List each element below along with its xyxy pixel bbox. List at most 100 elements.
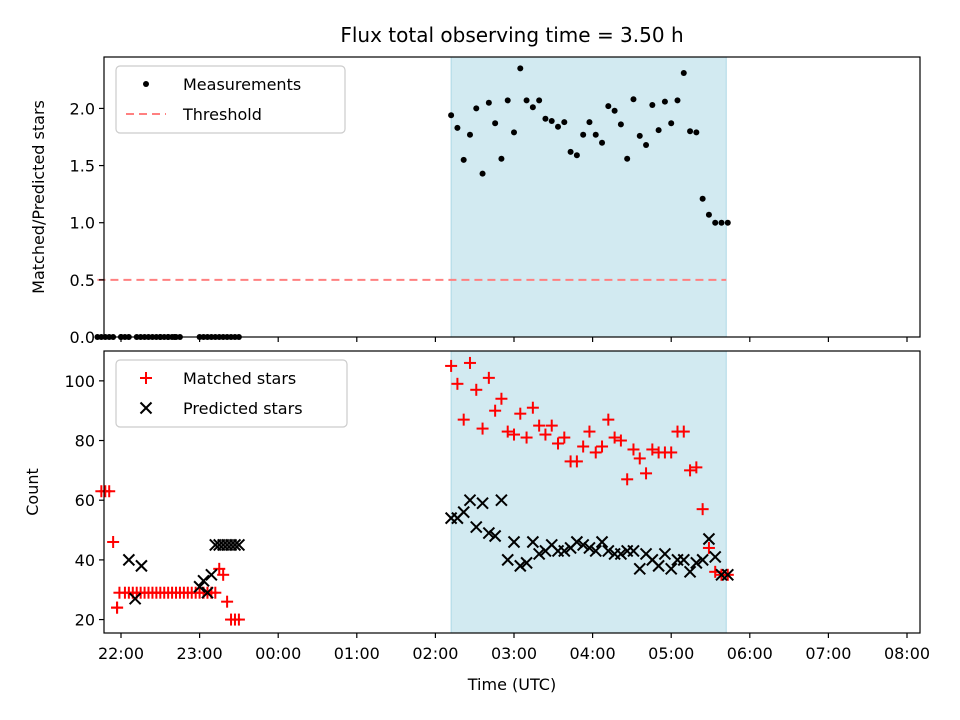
data-point xyxy=(507,535,521,549)
x-tick-label: 01:00 xyxy=(334,644,380,663)
legend-marker-dot xyxy=(143,81,149,87)
data-point xyxy=(536,97,543,104)
data-point xyxy=(103,485,116,498)
data-point xyxy=(668,120,675,127)
data-point xyxy=(586,119,593,126)
data-point xyxy=(627,443,640,456)
x-b xyxy=(589,544,602,558)
data-point xyxy=(611,107,618,114)
data-point xyxy=(677,553,690,567)
data-point xyxy=(107,535,120,548)
data-point xyxy=(201,586,214,599)
data-point xyxy=(643,142,650,148)
x-tick-label: 05:00 xyxy=(648,644,694,663)
data-point xyxy=(501,553,514,567)
x-b xyxy=(652,559,665,573)
data-point xyxy=(721,568,734,582)
legend-marker-x-b xyxy=(139,401,153,415)
x-b xyxy=(532,547,546,561)
x-b xyxy=(122,553,136,567)
data-point xyxy=(205,568,218,582)
data-point xyxy=(665,446,678,459)
data-point xyxy=(520,556,533,570)
x-b xyxy=(470,520,483,534)
data-point xyxy=(658,547,672,561)
x-b xyxy=(135,559,148,573)
data-point xyxy=(702,532,716,546)
data-point xyxy=(699,195,706,202)
data-point xyxy=(687,128,694,135)
data-point xyxy=(460,156,467,163)
data-point xyxy=(454,124,461,131)
data-point xyxy=(542,115,549,122)
panel-ratio: 0.0 0.5 1.0 1.5 2.0 Matched/Predicted stars Me… xyxy=(29,56,921,347)
data-point xyxy=(122,553,136,567)
data-point xyxy=(193,580,206,593)
data-point xyxy=(605,103,612,110)
x-b xyxy=(476,496,489,510)
data-point xyxy=(473,105,480,112)
y-axis-label: Matched/Predicted stars xyxy=(29,100,48,294)
x-tick-label: 23:00 xyxy=(177,644,223,663)
data-point xyxy=(680,70,687,76)
x-b xyxy=(128,592,142,605)
y-tick-label: 1.0 xyxy=(70,214,95,233)
x-b xyxy=(197,574,210,587)
data-point xyxy=(677,425,690,438)
x-b xyxy=(488,529,502,543)
data-point xyxy=(495,392,508,405)
y-tick-label: 40 xyxy=(75,551,95,570)
data-point xyxy=(492,120,499,127)
data-point xyxy=(523,97,530,104)
data-point xyxy=(470,383,483,396)
x-b xyxy=(501,553,514,567)
x-b xyxy=(633,562,646,576)
x-tick-label: 07:00 xyxy=(805,644,851,663)
data-point xyxy=(696,553,709,567)
data-point xyxy=(504,97,511,104)
x-b xyxy=(558,544,571,558)
data-point xyxy=(718,219,725,226)
data-point xyxy=(463,356,476,369)
data-point xyxy=(617,121,624,128)
x-b xyxy=(507,535,521,549)
x-b xyxy=(646,553,659,567)
x-b xyxy=(664,562,678,576)
x-b xyxy=(677,553,690,567)
data-point xyxy=(135,559,148,573)
data-point xyxy=(232,613,245,626)
y-tick-label: 1.5 xyxy=(70,157,95,176)
data-point xyxy=(690,556,703,570)
data-point xyxy=(573,152,580,159)
x-b xyxy=(690,556,703,570)
x-b xyxy=(545,538,558,552)
observing-span xyxy=(450,350,727,634)
data-point xyxy=(595,535,609,549)
x-b xyxy=(570,535,584,549)
x-tick-label: 00:00 xyxy=(255,644,301,663)
data-point xyxy=(485,99,492,106)
data-point xyxy=(221,595,234,608)
legend-label: Threshold xyxy=(182,105,262,124)
y-axis-label: Count xyxy=(23,468,42,516)
legend: Measurements Threshold xyxy=(115,65,346,134)
axes-frame xyxy=(103,350,921,634)
data-point xyxy=(466,131,473,138)
legend-box xyxy=(115,359,348,428)
y-tick-label: 100 xyxy=(64,372,95,391)
data-point xyxy=(488,529,502,543)
data-point xyxy=(589,544,602,558)
data-point xyxy=(684,464,697,477)
x-b xyxy=(205,568,218,582)
data-point xyxy=(489,404,502,417)
data-point xyxy=(498,155,505,162)
data-point xyxy=(661,98,668,105)
data-point xyxy=(649,102,656,108)
data-point xyxy=(712,219,719,226)
x-b xyxy=(232,538,246,552)
data-point xyxy=(576,538,590,552)
data-point xyxy=(495,493,508,507)
data-point xyxy=(690,461,703,474)
data-point xyxy=(457,505,470,519)
data-point xyxy=(621,473,634,486)
